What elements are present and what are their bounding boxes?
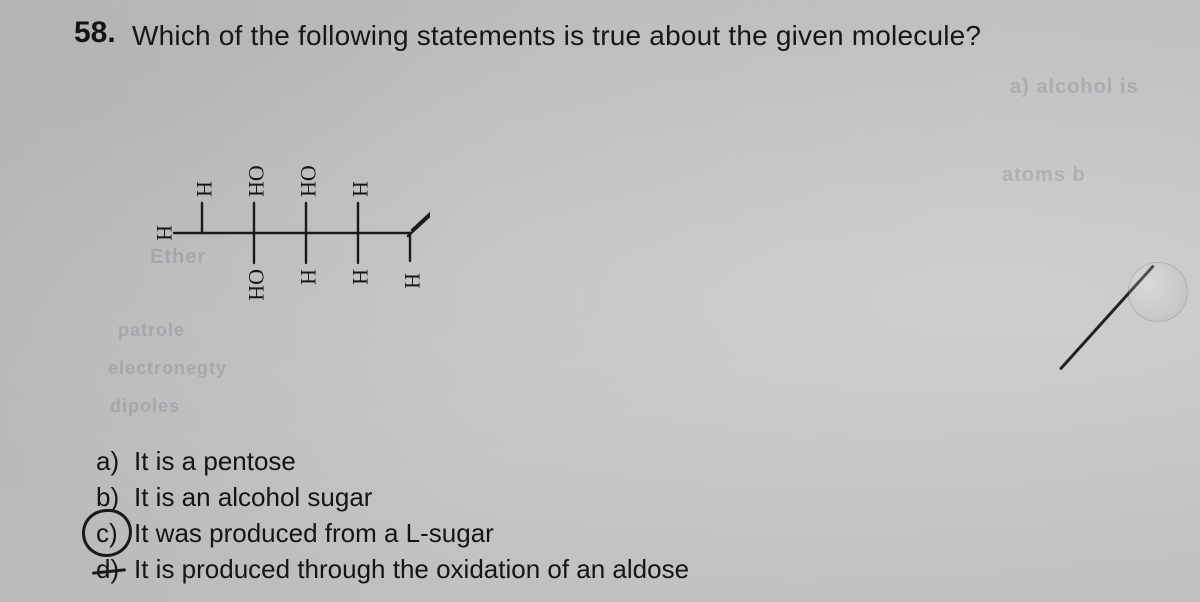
question-text: Which of the following statements is tru… <box>132 20 981 52</box>
option-c-letter: c) <box>96 516 126 551</box>
question-number: 58. <box>74 16 116 50</box>
svg-text:OH: OH <box>244 269 269 301</box>
svg-text:H: H <box>192 181 217 197</box>
option-a[interactable]: a) It is a pentose <box>96 444 689 480</box>
svg-text:OH: OH <box>296 165 321 197</box>
worksheet-page: 58. Which of the following statements is… <box>0 0 1200 602</box>
stray-pen-line-icon <box>1059 264 1155 370</box>
svg-text:H: H <box>400 273 425 289</box>
option-c-text: It was produced from a L-sugar <box>134 516 494 551</box>
paper-impress-icon <box>1128 262 1188 322</box>
option-d-text: It is produced through the oxidation of … <box>134 552 689 587</box>
ghost-text: dipoles <box>110 396 180 417</box>
ghost-text: atoms b <box>1002 164 1086 187</box>
option-c[interactable]: c) It was produced from a L-sugar <box>96 516 689 552</box>
svg-text:H: H <box>296 269 321 285</box>
option-d-letter: d) <box>96 552 126 587</box>
option-b[interactable]: b) It is an alcohol sugar <box>96 480 689 516</box>
molecule-structure: OHHHOHHOHOHHH <box>130 138 430 338</box>
option-b-text: It is an alcohol sugar <box>134 480 372 515</box>
svg-text:H: H <box>348 181 373 197</box>
option-d[interactable]: d) It is produced through the oxidation … <box>96 552 689 588</box>
svg-text:H: H <box>152 225 177 241</box>
option-a-letter: a) <box>96 444 126 479</box>
option-a-text: It is a pentose <box>134 444 296 479</box>
ghost-text: electronegty <box>108 358 227 379</box>
answer-options: a) It is a pentose b) It is an alcohol s… <box>96 444 689 588</box>
option-b-letter: b) <box>96 480 126 515</box>
ghost-text: a) alcohol is <box>1010 76 1139 99</box>
svg-text:OH: OH <box>244 165 269 197</box>
svg-text:H: H <box>348 269 373 285</box>
